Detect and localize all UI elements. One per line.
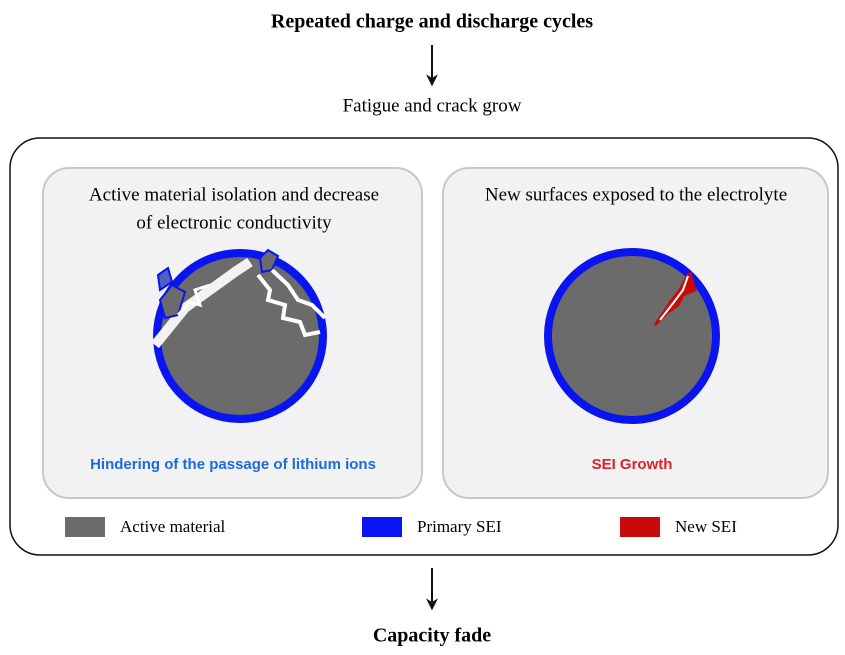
legend-swatch bbox=[362, 517, 402, 537]
title: Repeated charge and discharge cycles bbox=[271, 11, 593, 33]
step: Fatigue and crack grow bbox=[343, 95, 522, 116]
particle-sei bbox=[544, 248, 720, 424]
panel-caption: SEI Growth bbox=[592, 456, 673, 473]
footer: Capacity fade bbox=[373, 625, 491, 647]
panel-title: New surfaces exposed to the electrolyte bbox=[485, 184, 787, 205]
legend-swatch bbox=[620, 517, 660, 537]
particle-cracked bbox=[151, 248, 327, 423]
legend: Active material Primary SEI New SEI bbox=[65, 517, 737, 537]
panel-title: of electronic conductivity bbox=[136, 212, 332, 233]
panel-caption: Hindering of the passage of lithium ions bbox=[90, 456, 376, 473]
panel-title: Active material isolation and decrease bbox=[89, 184, 379, 205]
legend-label: Active material bbox=[120, 517, 226, 536]
legend-label: New SEI bbox=[675, 517, 737, 536]
legend-label: Primary SEI bbox=[417, 517, 502, 536]
legend-swatch bbox=[65, 517, 105, 537]
